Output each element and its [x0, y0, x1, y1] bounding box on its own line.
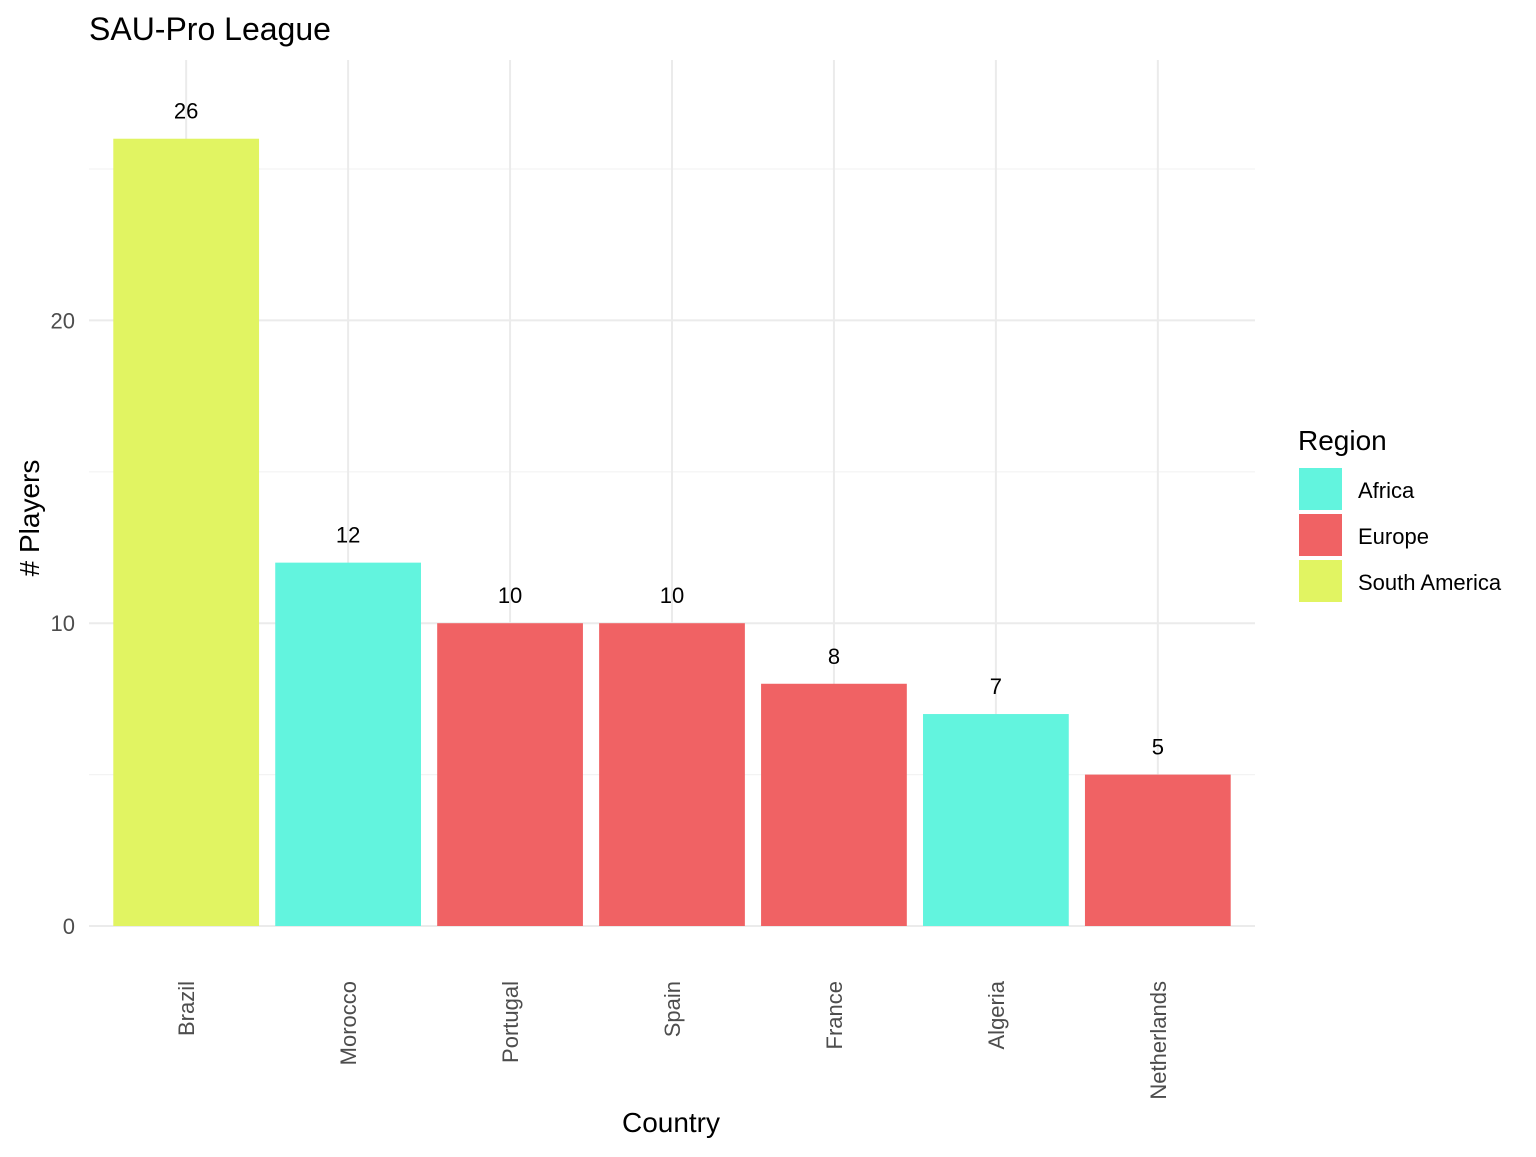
x-tick-label-spain: Spain [660, 981, 685, 1037]
y-axis-title: # Players [14, 460, 45, 577]
bar-france [761, 683, 907, 926]
legend-swatch-south-america [1299, 560, 1342, 602]
x-tick-label-morocco: Morocco [336, 981, 361, 1065]
x-tick-label-algeria: Algeria [984, 980, 1009, 1049]
x-tick-label-france: France [822, 981, 847, 1049]
legend-label-europe: Europe [1358, 524, 1429, 549]
legend-label-africa: Africa [1358, 478, 1415, 503]
bar-algeria [923, 714, 1069, 926]
x-axis-ticks: Brazil Morocco Portugal Spain France Algeria N… [174, 980, 1171, 1099]
bar-brazil [113, 138, 260, 926]
data-label-portugal: 10 [498, 583, 522, 608]
data-label-algeria: 7 [990, 674, 1002, 699]
legend-swatch-europe [1299, 514, 1342, 556]
bar-spain [599, 623, 745, 926]
legend-title: Region [1298, 425, 1387, 456]
data-label-france: 8 [828, 644, 840, 669]
chart-title: SAU-Pro League [89, 11, 331, 47]
bar-netherlands [1084, 774, 1231, 926]
legend: Region Africa Europe South America [1298, 425, 1502, 602]
x-axis-title: Country [622, 1107, 720, 1138]
y-tick-label: 0 [63, 914, 75, 939]
x-tick-label-netherlands: Netherlands [1146, 981, 1171, 1100]
y-axis-ticks: 0 10 20 [51, 308, 75, 939]
x-tick-label-brazil: Brazil [174, 981, 199, 1036]
data-label-brazil: 26 [174, 99, 198, 124]
bar-morocco [275, 562, 421, 926]
data-label-netherlands: 5 [1152, 735, 1164, 760]
y-tick-label: 10 [51, 611, 75, 636]
legend-label-south-america: South America [1358, 570, 1502, 595]
data-label-morocco: 12 [336, 523, 360, 548]
bars [113, 138, 1231, 926]
data-labels: 26 12 10 10 8 7 5 [174, 99, 1164, 760]
x-tick-label-portugal: Portugal [498, 981, 523, 1063]
bar-portugal [437, 623, 583, 926]
data-label-spain: 10 [660, 583, 684, 608]
legend-items: Africa Europe South America [1299, 468, 1502, 602]
legend-swatch-africa [1299, 468, 1342, 510]
y-tick-label: 20 [51, 308, 75, 333]
